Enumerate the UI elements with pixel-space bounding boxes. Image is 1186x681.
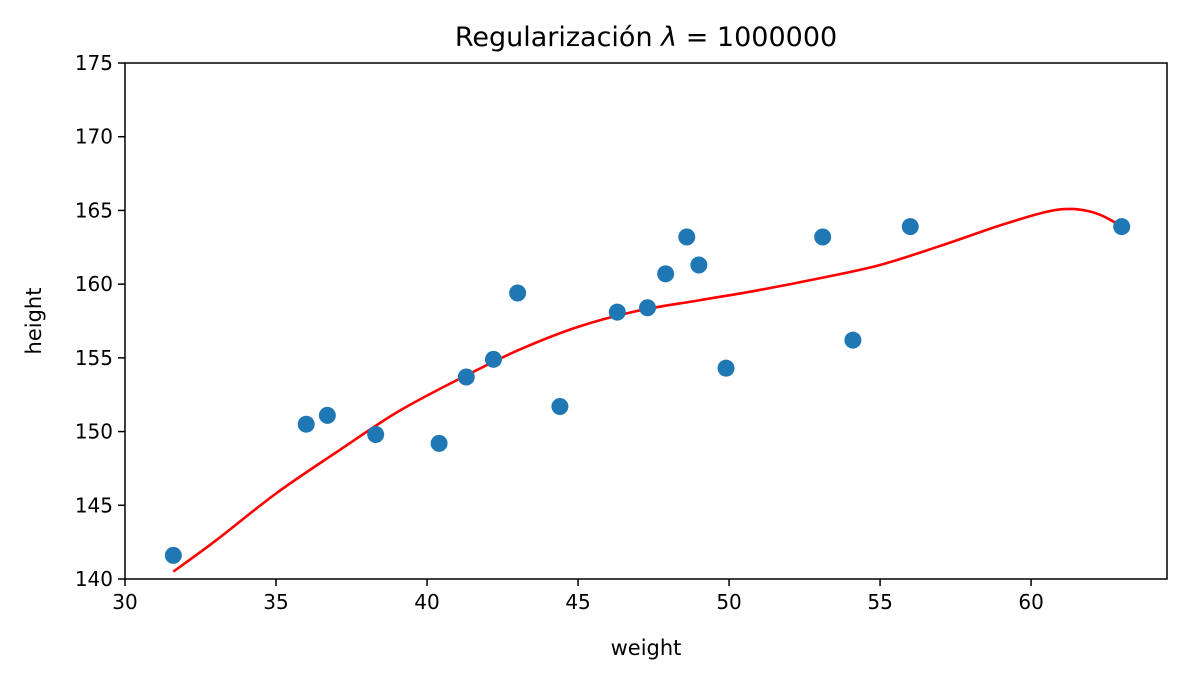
data-point — [814, 228, 832, 246]
x-tick-label: 40 — [414, 590, 439, 614]
data-point — [1113, 218, 1131, 236]
data-point — [717, 359, 735, 377]
data-point — [430, 434, 448, 452]
x-tick-label: 35 — [263, 590, 288, 614]
fit-curve — [172, 207, 1123, 573]
plot-frame — [124, 62, 1168, 580]
data-point — [457, 368, 475, 386]
y-tick-label: 170 — [75, 125, 113, 149]
data-point — [484, 350, 502, 368]
data-point — [318, 406, 336, 424]
data-point — [657, 265, 675, 283]
x-tick-label: 50 — [716, 590, 741, 614]
data-point — [551, 398, 569, 416]
x-tick-label: 30 — [112, 590, 137, 614]
data-point — [608, 303, 626, 321]
data-point — [297, 415, 315, 433]
x-tick-label: 45 — [565, 590, 590, 614]
title-value: = 1000000 — [677, 22, 837, 53]
x-tick-label: 60 — [1018, 590, 1043, 614]
data-point — [690, 256, 708, 274]
data-point — [901, 218, 919, 236]
y-axis-label: height — [22, 288, 46, 355]
data-point — [844, 331, 862, 349]
data-point — [164, 546, 182, 564]
title-prefix: Regularización — [455, 22, 661, 53]
y-tick-label: 160 — [75, 272, 113, 296]
y-tick-label: 165 — [75, 198, 113, 222]
data-point — [678, 228, 696, 246]
y-axis-ticks: 140 145 150 155 160 165 170 175 — [75, 51, 125, 591]
x-tick-label: 55 — [867, 590, 892, 614]
data-point — [509, 284, 527, 302]
x-axis-ticks: 30 35 40 45 50 55 60 — [112, 579, 1044, 614]
data-point — [639, 299, 657, 317]
y-tick-label: 175 — [75, 51, 113, 75]
y-tick-label: 155 — [75, 346, 113, 370]
x-axis-label: weight — [611, 636, 682, 660]
data-point — [367, 426, 385, 444]
y-tick-label: 150 — [75, 420, 113, 444]
data-points — [164, 218, 1131, 564]
chart-title: Regularización λ = 1000000 — [455, 22, 837, 53]
y-tick-label: 140 — [75, 567, 113, 591]
title-lambda-symbol: λ — [659, 22, 677, 53]
y-tick-label: 145 — [75, 493, 113, 517]
